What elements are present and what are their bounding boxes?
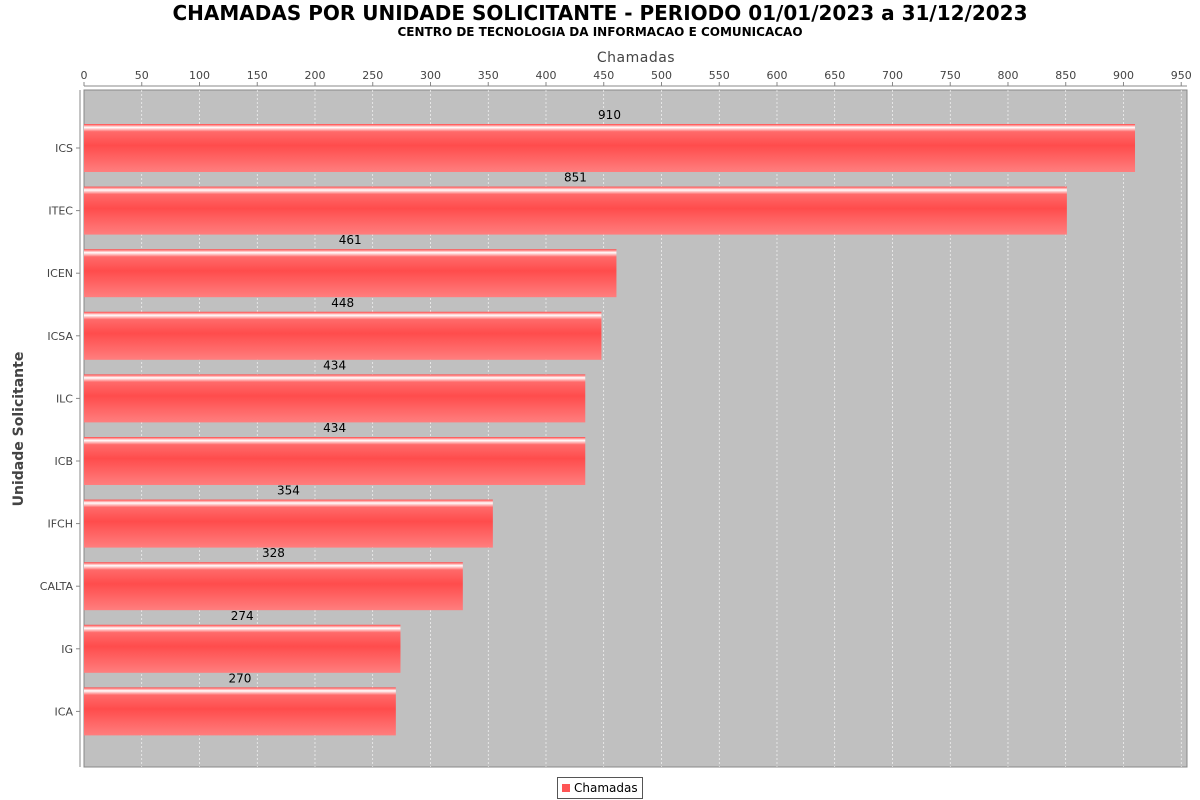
data-label: 434 [323, 421, 346, 435]
x-axis-title: Chamadas [597, 50, 675, 66]
x-tick-label: 450 [593, 69, 614, 82]
bar[interactable] [84, 499, 493, 548]
bar[interactable] [84, 374, 586, 423]
x-tick-label: 950 [1171, 69, 1192, 82]
data-label: 448 [331, 296, 354, 310]
x-tick-label: 750 [940, 69, 961, 82]
category-label: IG [61, 643, 73, 656]
data-label: 328 [262, 546, 285, 560]
y-axis-title: Unidade Solicitante [11, 352, 27, 507]
bar[interactable] [84, 124, 1136, 172]
x-tick-label: 0 [81, 69, 88, 82]
bar[interactable] [84, 562, 463, 611]
x-tick-label: 350 [478, 69, 499, 82]
bar[interactable] [84, 624, 401, 673]
data-label: 910 [598, 108, 621, 122]
data-label: 354 [277, 484, 300, 498]
x-tick-label: 850 [1055, 69, 1076, 82]
chart-title: CHAMADAS POR UNIDADE SOLICITANTE - PERIO… [172, 1, 1028, 25]
category-label: IFCH [47, 518, 73, 531]
x-tick-label: 150 [247, 69, 268, 82]
category-label: ITEC [48, 205, 73, 218]
data-label: 274 [231, 609, 254, 623]
legend: Chamadas [557, 777, 643, 799]
x-tick-label: 550 [709, 69, 730, 82]
bar[interactable] [84, 437, 586, 485]
x-tick-label: 700 [882, 69, 903, 82]
bar[interactable] [84, 311, 602, 360]
category-label: ICA [55, 705, 74, 718]
x-tick-label: 800 [997, 69, 1018, 82]
x-tick-label: 300 [420, 69, 441, 82]
bar[interactable] [84, 687, 396, 736]
x-tick-label: 400 [535, 69, 556, 82]
category-label: CALTA [40, 580, 74, 593]
x-tick-label: 250 [362, 69, 383, 82]
chart-subtitle: CENTRO DE TECNOLOGIA DA INFORMACAO E COM… [397, 25, 803, 39]
x-tick-label: 900 [1113, 69, 1134, 82]
category-label: ICS [55, 142, 73, 155]
x-tick-label: 100 [189, 69, 210, 82]
bar[interactable] [84, 249, 617, 298]
x-tick-label: 650 [824, 69, 845, 82]
bar[interactable] [84, 186, 1067, 235]
data-label: 270 [228, 671, 251, 685]
x-tick-label: 500 [651, 69, 672, 82]
category-label: ICB [55, 455, 73, 468]
category-label: ILC [56, 392, 73, 405]
x-tick-label: 200 [304, 69, 325, 82]
data-label: 434 [323, 358, 346, 372]
x-tick-label: 50 [135, 69, 149, 82]
data-label: 851 [564, 171, 587, 185]
category-label: ICSA [47, 330, 73, 343]
category-label: ICEN [47, 267, 73, 280]
data-label: 461 [339, 233, 362, 247]
legend-swatch [562, 784, 570, 792]
x-tick-label: 600 [766, 69, 787, 82]
legend-label: Chamadas [574, 781, 638, 795]
